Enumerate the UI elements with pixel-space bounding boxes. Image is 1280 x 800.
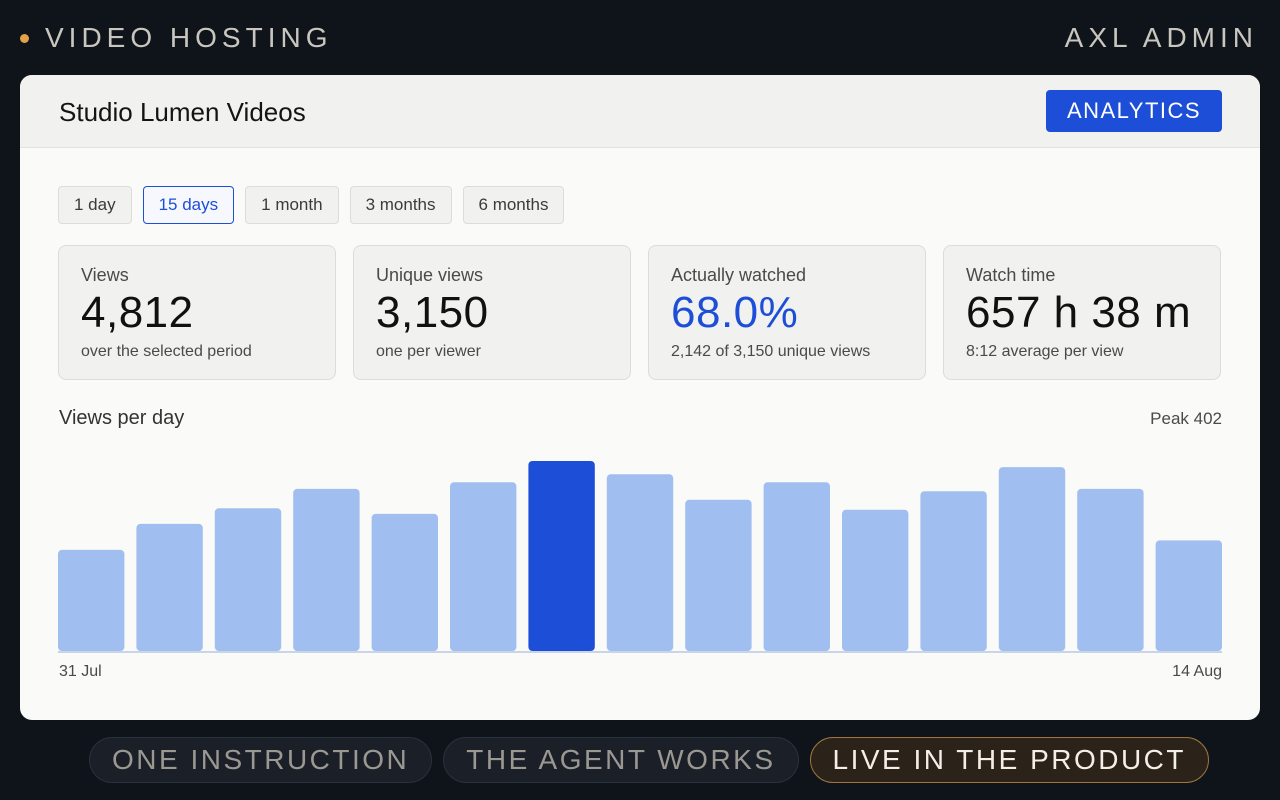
views-per-day-chart [58,461,1222,653]
stat-card-actually-watched: Actually watched 68.0% 2,142 of 3,150 un… [648,245,926,380]
stat-value: 657 h 38 m [966,288,1192,337]
page-title: Studio Lumen Videos [59,97,306,127]
chart-bar-31-jul[interactable] [58,549,125,651]
chart-bar-14-aug[interactable] [1155,540,1222,651]
chart-bar-10-aug[interactable] [842,509,909,651]
stat-card-unique-views: Unique views 3,150 one per viewer [353,245,631,380]
chart-bar-6-aug[interactable] [528,461,595,651]
brand-name: VIDEO HOSTING [45,22,333,53]
stat-label: Actually watched [671,265,807,285]
stat-card-views: Views 4,812 over the selected period [58,245,336,380]
stat-card-watch-time: Watch time 657 h 38 m 8:12 average per v… [943,245,1221,380]
brand: VIDEO HOSTING [20,22,332,54]
stats-row: Views 4,812 over the selected period Uni… [58,245,1221,380]
step-live-in-the-product: LIVE IN THE PRODUCT [809,737,1210,783]
range-6-months[interactable]: 6 months [462,186,565,224]
chart-bar-11-aug[interactable] [920,491,987,651]
range-3-months[interactable]: 3 months [349,186,452,224]
step-one-instruction: ONE INSTRUCTION [89,737,433,783]
stat-subtext: 8:12 average per view [966,343,1124,360]
stat-label: Views [81,265,129,285]
chart-bar-7-aug[interactable] [606,474,674,651]
stat-subtext: 2,142 of 3,150 unique views [671,343,871,360]
admin-label: AXL ADMIN [1064,22,1258,53]
chart-bar-8-aug[interactable] [685,499,752,651]
status-dot-icon [20,33,29,43]
chart-bar-1-aug[interactable] [136,523,203,651]
stat-value: 4,812 [81,288,194,337]
range-selector: 1 day 15 days 1 month 3 months 6 months [58,186,575,224]
chart-title: Views per day [59,407,185,429]
card-header: Studio Lumen Videos ANALYTICS [20,75,1260,148]
chart-bar-4-aug[interactable] [371,513,438,651]
stat-label: Watch time [966,265,1056,285]
x-axis-start-label: 31 Jul [59,663,102,680]
analytics-card: Studio Lumen Videos ANALYTICS 1 day 15 d… [20,75,1260,720]
chart-bar-9-aug[interactable] [763,482,830,651]
stat-subtext: one per viewer [376,343,481,360]
stat-value: 68.0% [671,288,799,337]
chart-bar-3-aug[interactable] [293,488,360,651]
chart-bar-13-aug[interactable] [1077,488,1144,651]
analytics-button[interactable]: ANALYTICS [1046,90,1222,132]
chart-bar-12-aug[interactable] [998,467,1066,651]
range-1-day[interactable]: 1 day [58,186,132,224]
top-bar: VIDEO HOSTING AXL ADMIN [0,0,1280,75]
range-1-month[interactable]: 1 month [245,186,339,224]
chart-bar-2-aug[interactable] [214,508,282,651]
stat-label: Unique views [376,265,484,285]
stat-value: 3,150 [376,288,489,337]
stat-subtext: over the selected period [81,343,252,360]
chart-peak-label: Peak 402 [1150,409,1222,428]
step-indicator: ONE INSTRUCTION THE AGENT WORKS LIVE IN … [89,737,1220,783]
chart-bar-5-aug[interactable] [450,482,517,651]
x-axis-end-label: 14 Aug [1172,663,1222,680]
range-15-days[interactable]: 15 days [142,186,235,224]
step-the-agent-works: THE AGENT WORKS [443,737,799,783]
